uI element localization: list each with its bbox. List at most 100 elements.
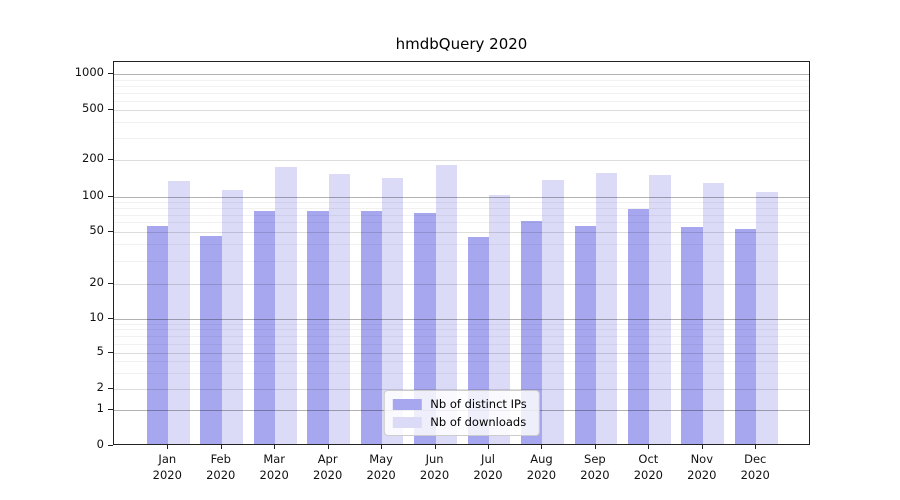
bar-downloads-mar — [275, 167, 297, 444]
legend-swatch-downloads — [392, 416, 422, 428]
y-tick-mark — [108, 195, 113, 197]
chart-title: hmdbQuery 2020 — [395, 35, 528, 53]
y-tick-mark — [108, 445, 113, 446]
y-gridline-minor — [114, 335, 809, 337]
x-tick-year: 2020 — [206, 467, 236, 482]
y-tick-label: 10 — [89, 309, 104, 324]
x-tick-mark — [327, 445, 329, 449]
x-tick-mark — [755, 445, 757, 449]
y-gridline-minor — [114, 85, 809, 87]
legend-item-distinct-ips: Nb of distinct IPs — [392, 397, 527, 411]
bar-distinct-ips-jan — [146, 225, 169, 444]
y-gridline — [114, 283, 809, 285]
x-tick-mark — [167, 445, 169, 449]
legend: Nb of distinct IPs Nb of downloads — [383, 390, 540, 436]
y-tick-label: 50 — [89, 222, 104, 237]
x-tick-mark — [381, 445, 383, 449]
x-tick-label-mar: Mar 2020 — [242, 452, 306, 483]
x-tick-label-oct: Oct 2020 — [616, 452, 680, 483]
bar-distinct-ips-mar — [253, 210, 276, 444]
y-gridline — [114, 231, 809, 233]
y-tick-mark — [108, 317, 113, 319]
y-tick-mark — [108, 73, 113, 75]
x-tick-year: 2020 — [740, 467, 770, 482]
y-tick-label: 1 — [96, 400, 104, 415]
bar-distinct-ips-oct — [627, 208, 650, 444]
x-tick-month: Jan — [158, 452, 177, 466]
y-tick-label: 500 — [82, 101, 104, 116]
y-gridline-minor — [114, 79, 809, 81]
x-tick-mark — [594, 445, 596, 449]
legend-label-distinct-ips: Nb of distinct IPs — [430, 397, 527, 411]
x-tick-label-aug: Aug 2020 — [509, 452, 573, 483]
y-tick-mark — [108, 351, 113, 353]
x-tick-month: May — [369, 452, 393, 466]
y-gridline-minor — [114, 222, 809, 224]
bar-downloads-jul — [489, 194, 511, 444]
x-tick-month: Feb — [210, 452, 231, 466]
x-tick-month: Dec — [744, 452, 767, 466]
y-gridline-minor — [114, 244, 809, 246]
y-tick-mark — [108, 388, 113, 389]
y-tick-mark — [108, 109, 113, 111]
bar-downloads-sep — [595, 173, 618, 444]
y-gridline-minor — [114, 207, 809, 209]
y-gridline — [114, 389, 809, 390]
x-tick-year: 2020 — [419, 467, 450, 482]
x-tick-year: 2020 — [633, 467, 663, 482]
bar-downloads-nov — [702, 183, 725, 444]
legend-item-downloads: Nb of downloads — [392, 415, 526, 429]
x-tick-label-jun: Jun 2020 — [403, 452, 467, 483]
y-gridline-minor — [114, 329, 809, 331]
legend-swatch-distinct-ips — [392, 398, 422, 410]
y-tick-label: 0 — [96, 437, 104, 451]
x-tick-label-jan: Jan 2020 — [135, 452, 199, 483]
bar-downloads-dec — [756, 192, 778, 444]
y-gridline-minor — [114, 372, 809, 374]
bar-downloads-may — [382, 178, 404, 444]
x-tick-mark — [648, 445, 650, 449]
plot-area: Nb of distinct IPs Nb of downloads — [113, 61, 810, 445]
x-tick-month: Apr — [317, 452, 338, 466]
y-tick-mark — [108, 408, 113, 410]
x-tick-month: Nov — [690, 452, 714, 466]
x-tick-month: Jun — [425, 452, 444, 466]
x-tick-year: 2020 — [473, 467, 503, 482]
x-tick-mark — [220, 445, 222, 449]
bar-downloads-apr — [328, 174, 351, 444]
x-tick-month: Aug — [530, 452, 553, 466]
y-tick-mark — [108, 159, 113, 161]
y-tick-label: 100 — [82, 187, 104, 202]
y-tick-label: 1000 — [74, 65, 104, 80]
y-tick-mark — [108, 230, 113, 232]
x-tick-mark — [434, 445, 436, 449]
x-tick-month: Sep — [584, 452, 606, 466]
x-tick-label-jul: Jul 2020 — [456, 452, 520, 483]
y-gridline-minor — [114, 260, 809, 262]
bar-downloads-oct — [649, 174, 671, 444]
y-gridline-minor — [114, 214, 809, 216]
x-tick-year: 2020 — [580, 467, 610, 482]
y-tick-mark — [108, 282, 113, 284]
y-tick-label: 20 — [89, 274, 104, 289]
bar-downloads-aug — [542, 180, 564, 444]
y-gridline-minor — [114, 202, 809, 204]
x-tick-label-feb: Feb 2020 — [189, 452, 253, 483]
bar-distinct-ips-dec — [734, 228, 757, 444]
x-tick-year: 2020 — [259, 467, 289, 482]
y-gridline — [114, 196, 809, 198]
bar-distinct-ips-apr — [307, 210, 329, 444]
y-gridline — [114, 352, 809, 354]
x-tick-mark — [541, 445, 543, 449]
x-tick-label-apr: Apr 2020 — [296, 452, 360, 483]
y-gridline-minor — [114, 361, 809, 363]
x-tick-label-nov: Nov 2020 — [670, 452, 734, 483]
x-tick-year: 2020 — [152, 467, 182, 482]
bar-downloads-feb — [221, 190, 244, 444]
bar-distinct-ips-aug — [521, 221, 543, 444]
x-tick-label-may: May 2020 — [349, 452, 413, 483]
y-gridline-minor — [114, 343, 809, 345]
x-tick-year: 2020 — [687, 467, 717, 482]
bar-distinct-ips-sep — [574, 225, 596, 444]
